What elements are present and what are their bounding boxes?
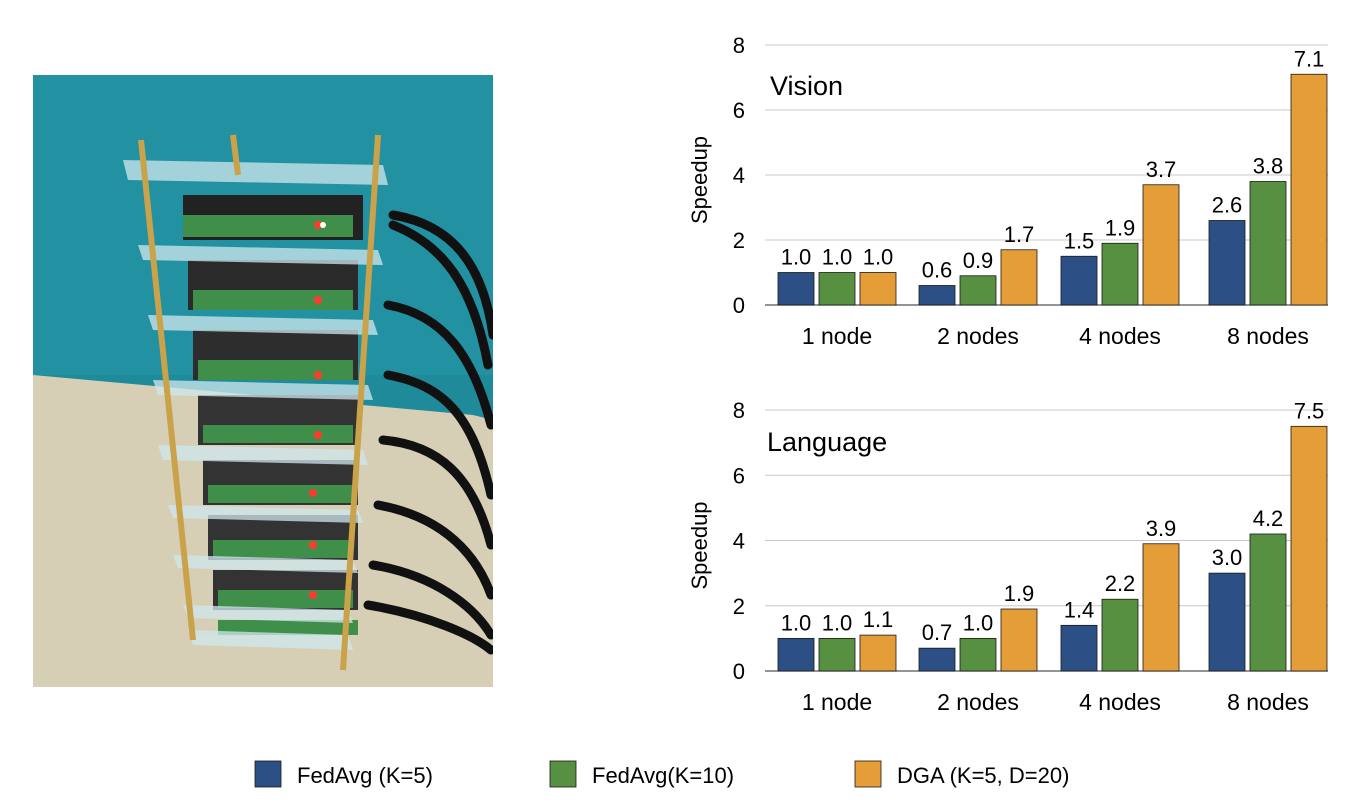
y-tick-label: 4 xyxy=(733,163,745,188)
bar-fedavg5 xyxy=(918,285,956,306)
data-label: 1.0 xyxy=(822,610,853,635)
bar-fedavg5 xyxy=(777,637,815,672)
data-label: 1.0 xyxy=(781,610,812,635)
data-label: 1.9 xyxy=(1105,215,1136,240)
data-label: 1.0 xyxy=(863,245,894,270)
x-category-label: 1 node xyxy=(802,689,872,715)
y-tick-label: 6 xyxy=(733,463,745,488)
bar-dga xyxy=(1290,425,1328,672)
bar-fedavg10 xyxy=(959,637,997,672)
legend-swatch-dga xyxy=(854,760,882,788)
legend: FedAvg (K=5) FedAvg(K=10) DGA (K=5, D=20) xyxy=(254,760,1069,788)
data-label: 7.1 xyxy=(1294,46,1325,71)
raspberry-pi-boards-icon xyxy=(183,195,363,635)
bar-fedavg5 xyxy=(1208,572,1246,672)
x-category-label: 2 nodes xyxy=(937,689,1019,715)
data-label: 2.6 xyxy=(1212,193,1243,218)
bar-fedavg5 xyxy=(1060,255,1098,306)
data-label: 3.8 xyxy=(1253,154,1284,179)
bar-dga xyxy=(1000,608,1038,672)
legend-label-fedavg10: FedAvg(K=10) xyxy=(592,763,734,788)
panel-title: Vision xyxy=(770,71,843,101)
bar-dga xyxy=(859,634,897,672)
y-tick-label: 2 xyxy=(733,228,745,253)
bar-fedavg10 xyxy=(1249,533,1287,672)
y-tick-label: 2 xyxy=(733,594,745,619)
data-label: 1.9 xyxy=(1004,581,1035,606)
bar-fedavg10 xyxy=(1101,598,1139,672)
y-tick-label: 6 xyxy=(733,98,745,123)
bar-fedavg5 xyxy=(777,272,815,306)
bar-fedavg10 xyxy=(818,272,856,306)
bar-dga xyxy=(1290,73,1328,306)
data-label: 7.5 xyxy=(1294,398,1325,423)
data-label: 1.5 xyxy=(1064,228,1095,253)
y-tick-label: 0 xyxy=(733,659,745,684)
y-tick-label: 4 xyxy=(733,529,745,554)
bar-fedavg10 xyxy=(818,637,856,672)
legend-swatch-fedavg5 xyxy=(254,760,282,788)
y-tick-label: 8 xyxy=(733,33,745,58)
data-label: 2.2 xyxy=(1105,571,1136,596)
power-cables-icon xyxy=(363,210,493,655)
brass-standoffs-icon xyxy=(138,134,381,671)
chart-panel-language: 0 2 4 6 8 Speedup Language 1.0 1.0 1.1 1 node 0.7 1.… xyxy=(687,398,1328,715)
x-category-label: 4 nodes xyxy=(1079,689,1161,715)
bar-dga xyxy=(1142,184,1180,306)
y-tick-label: 0 xyxy=(733,293,745,318)
data-label: 0.6 xyxy=(922,258,953,283)
bar-dga xyxy=(859,272,897,306)
data-label: 1.0 xyxy=(963,610,994,635)
y-axis-label: Speedup xyxy=(687,136,712,224)
x-category-label: 8 nodes xyxy=(1227,323,1309,349)
data-label: 1.4 xyxy=(1064,597,1095,622)
chart-panel-vision: 0 2 4 6 8 Speedup Vision 1.0 1.0 1.0 1 node 0.6 0.9 1… xyxy=(687,33,1328,349)
legend-label-fedavg5: FedAvg (K=5) xyxy=(297,763,433,788)
data-label: 1.0 xyxy=(781,245,812,270)
y-tick-label: 8 xyxy=(733,398,745,423)
data-label: 3.0 xyxy=(1212,545,1243,570)
x-category-label: 8 nodes xyxy=(1227,689,1309,715)
bar-dga xyxy=(1142,543,1180,672)
data-label: 3.9 xyxy=(1146,516,1177,541)
bar-fedavg5 xyxy=(1060,624,1098,672)
bar-fedavg10 xyxy=(1101,242,1139,306)
data-label: 0.9 xyxy=(963,248,994,273)
data-label: 1.0 xyxy=(822,245,853,270)
status-led-icon xyxy=(320,222,326,228)
cluster-photo xyxy=(33,75,493,687)
panel-title: Language xyxy=(767,427,887,457)
bar-fedavg5 xyxy=(918,647,956,672)
y-axis-label: Speedup xyxy=(687,501,712,589)
data-label: 1.7 xyxy=(1004,222,1035,247)
bar-dga xyxy=(1000,249,1038,306)
bar-fedavg10 xyxy=(959,275,997,306)
data-label: 1.1 xyxy=(863,607,894,632)
data-label: 4.2 xyxy=(1253,506,1284,531)
legend-label-dga: DGA (K=5, D=20) xyxy=(897,763,1069,788)
bar-fedavg10 xyxy=(1249,181,1287,306)
x-category-label: 4 nodes xyxy=(1079,323,1161,349)
data-label: 3.7 xyxy=(1146,157,1177,182)
x-category-label: 1 node xyxy=(802,323,872,349)
x-category-label: 2 nodes xyxy=(937,323,1019,349)
legend-swatch-fedavg10 xyxy=(549,760,577,788)
led-lights-icon xyxy=(309,221,322,599)
data-label: 0.7 xyxy=(922,620,953,645)
bar-fedavg5 xyxy=(1208,220,1246,306)
acrylic-plates-icon xyxy=(123,160,388,650)
